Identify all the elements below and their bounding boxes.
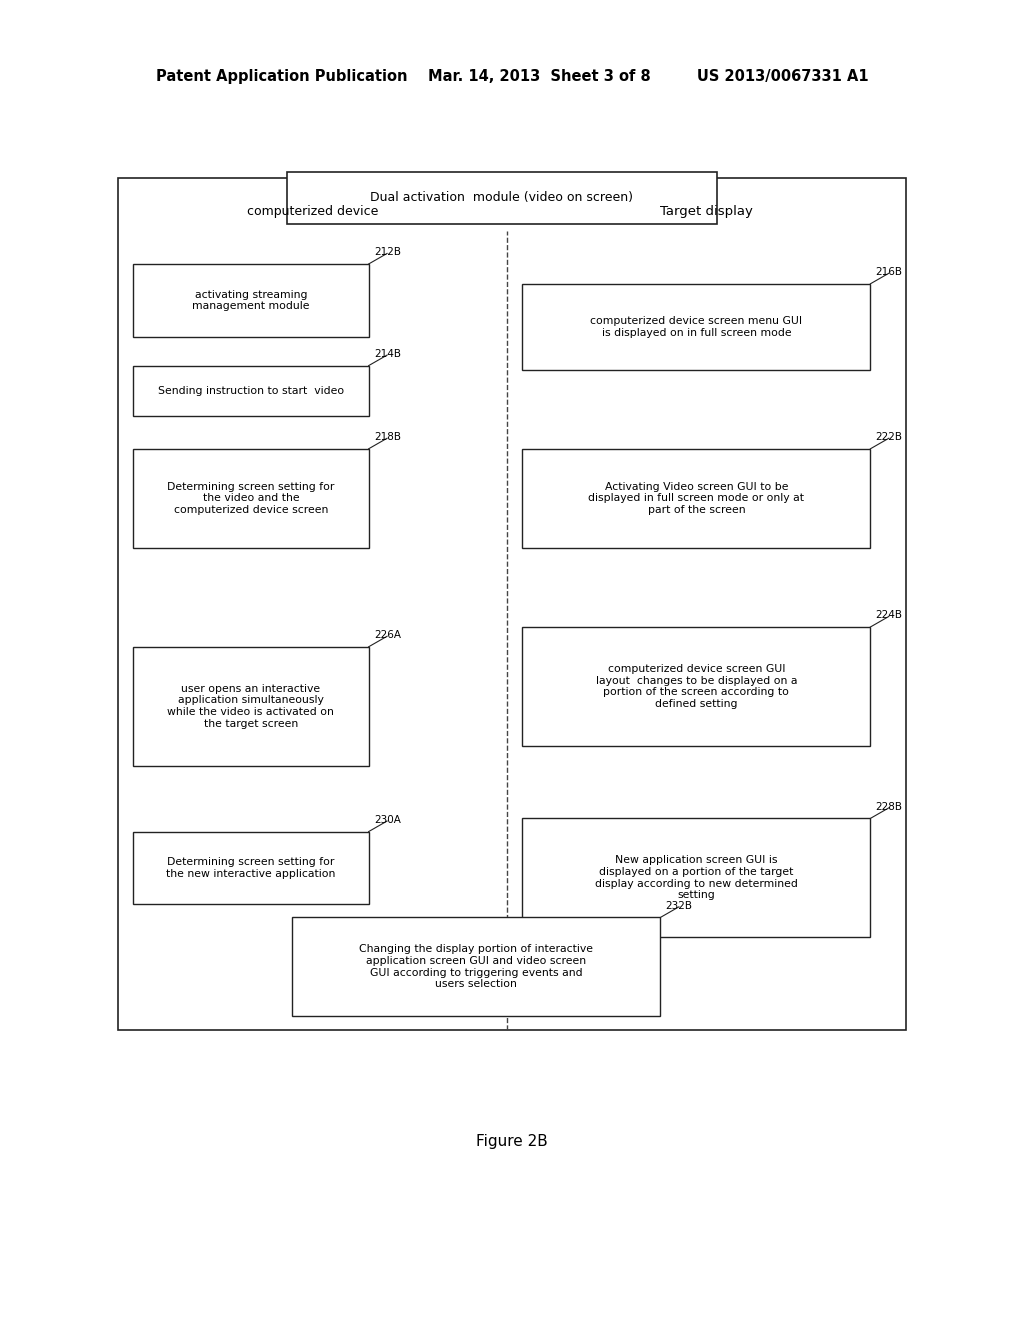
Text: 226A: 226A	[374, 630, 400, 640]
FancyBboxPatch shape	[287, 172, 717, 224]
Text: computerized device screen menu GUI
is displayed on in full screen mode: computerized device screen menu GUI is d…	[590, 315, 803, 338]
Text: 214B: 214B	[374, 348, 400, 359]
Text: Patent Application Publication    Mar. 14, 2013  Sheet 3 of 8         US 2013/00: Patent Application Publication Mar. 14, …	[156, 69, 868, 84]
Text: activating streaming
management module: activating streaming management module	[193, 289, 309, 312]
FancyBboxPatch shape	[522, 284, 870, 370]
Text: Sending instruction to start  video: Sending instruction to start video	[158, 385, 344, 396]
Text: Determining screen setting for
the video and the
computerized device screen: Determining screen setting for the video…	[167, 482, 335, 515]
FancyBboxPatch shape	[133, 366, 369, 416]
Text: 222B: 222B	[876, 432, 902, 442]
Text: Determining screen setting for
the new interactive application: Determining screen setting for the new i…	[166, 857, 336, 879]
Text: computerized device: computerized device	[247, 205, 378, 218]
FancyBboxPatch shape	[133, 832, 369, 904]
FancyBboxPatch shape	[522, 449, 870, 548]
Text: 218B: 218B	[374, 432, 400, 442]
Text: Dual activation  module (video on screen): Dual activation module (video on screen)	[371, 191, 633, 205]
Text: Changing the display portion of interactive
application screen GUI and video scr: Changing the display portion of interact…	[359, 945, 593, 989]
Text: computerized device screen GUI
layout  changes to be displayed on a
portion of t: computerized device screen GUI layout ch…	[596, 664, 797, 709]
Text: Figure 2B: Figure 2B	[476, 1134, 548, 1150]
FancyBboxPatch shape	[133, 449, 369, 548]
Text: user opens an interactive
application simultaneously
while the video is activate: user opens an interactive application si…	[168, 684, 334, 729]
Text: New application screen GUI is
displayed on a portion of the target
display accor: New application screen GUI is displayed …	[595, 855, 798, 900]
Text: 230A: 230A	[374, 814, 400, 825]
FancyBboxPatch shape	[133, 264, 369, 337]
FancyBboxPatch shape	[522, 627, 870, 746]
FancyBboxPatch shape	[118, 178, 906, 1030]
Text: 216B: 216B	[876, 267, 902, 277]
Text: Target display: Target display	[660, 205, 753, 218]
Text: 224B: 224B	[876, 610, 902, 620]
FancyBboxPatch shape	[133, 647, 369, 766]
Text: Activating Video screen GUI to be
displayed in full screen mode or only at
part : Activating Video screen GUI to be displa…	[589, 482, 804, 515]
FancyBboxPatch shape	[522, 818, 870, 937]
Text: 232B: 232B	[666, 900, 692, 911]
Text: 212B: 212B	[374, 247, 400, 257]
FancyBboxPatch shape	[292, 917, 660, 1016]
Text: 228B: 228B	[876, 801, 902, 812]
